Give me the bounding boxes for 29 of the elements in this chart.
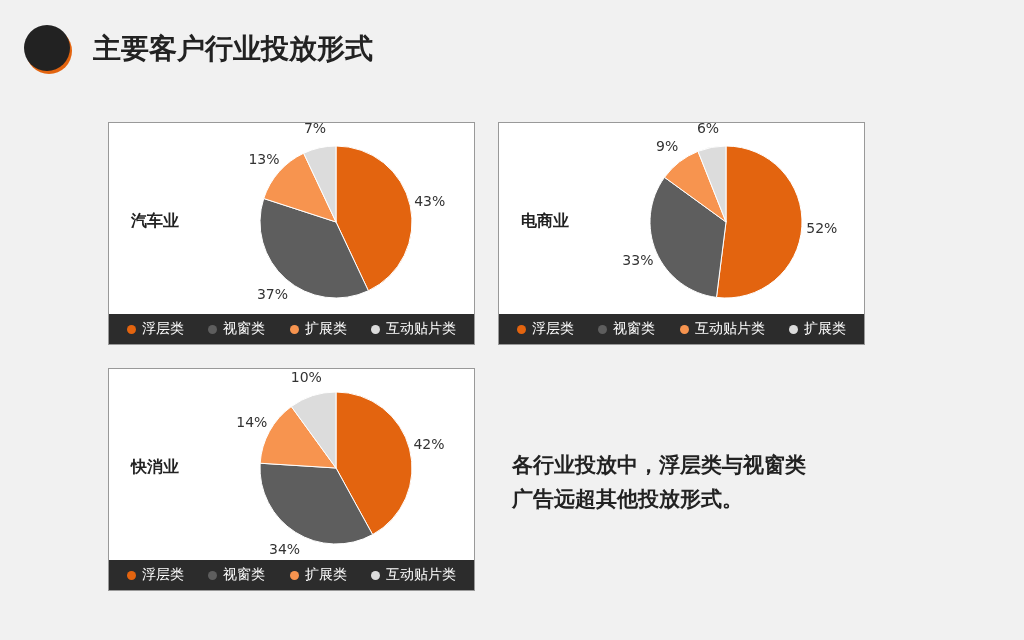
data-label: 14% (236, 413, 268, 430)
data-label: 43% (414, 193, 446, 210)
legend-label: 互动贴片类 (693, 320, 765, 338)
legend-label: 扩展类 (303, 320, 347, 338)
data-label: 6% (696, 119, 720, 136)
data-label: 34% (269, 541, 301, 558)
text: 电商业 (521, 211, 569, 232)
data-label: 9% (656, 138, 679, 155)
legend-label: 视窗类 (222, 320, 266, 338)
data-label: 42% (413, 436, 445, 453)
legend-label: 互动贴片类 (384, 320, 456, 338)
text: 快消业 (131, 457, 179, 478)
text: 各行业投放中，浮层类与视窗类广告远超其他投放形式。 (512, 452, 807, 513)
data-label: 10% (290, 368, 322, 385)
legend-label: 互动贴片类 (384, 566, 456, 584)
legend-label: 扩展类 (802, 320, 846, 338)
data-label: 37% (256, 286, 289, 303)
legend-label: 扩展类 (303, 566, 347, 584)
text: 汽车业 (131, 211, 179, 232)
legend-label: 浮层类 (141, 566, 185, 584)
data-label: 7% (303, 120, 327, 137)
legend-label: 浮层类 (141, 320, 185, 338)
legend-label: 视窗类 (222, 566, 266, 584)
data-label: 13% (248, 150, 280, 167)
text: 主要客户行业投放形式 (93, 31, 373, 67)
legend-label: 浮层类 (531, 320, 575, 338)
data-label: 52% (806, 220, 838, 237)
data-label: 33% (622, 252, 654, 269)
legend-label: 视窗类 (612, 320, 656, 338)
